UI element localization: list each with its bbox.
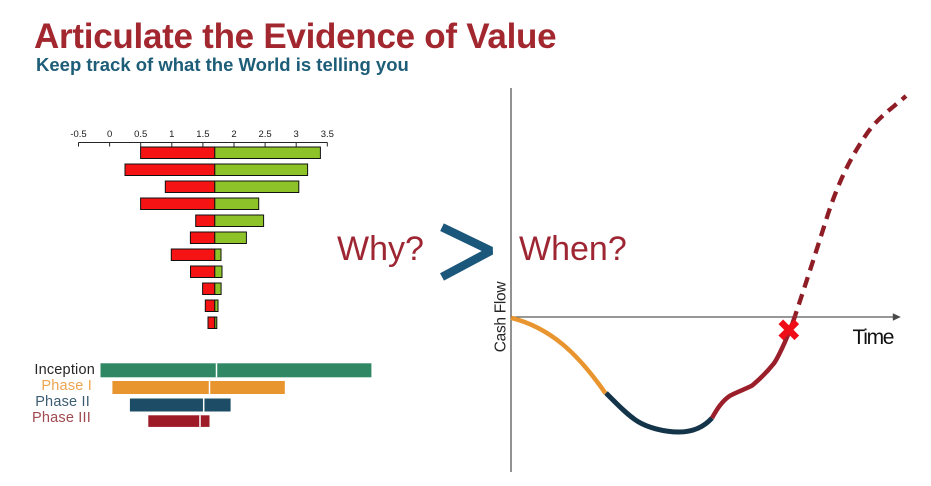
svg-text:Inception: Inception bbox=[34, 362, 95, 378]
svg-text:2.5: 2.5 bbox=[258, 129, 271, 140]
svg-text:3.5: 3.5 bbox=[321, 129, 334, 140]
svg-text:-0.5: -0.5 bbox=[70, 129, 86, 140]
svg-text:2: 2 bbox=[231, 129, 236, 140]
svg-text:0: 0 bbox=[107, 129, 112, 140]
svg-text:1: 1 bbox=[169, 129, 174, 140]
svg-text:3: 3 bbox=[294, 129, 299, 140]
svg-text:Time: Time bbox=[853, 326, 894, 349]
svg-text:Phase I: Phase I bbox=[41, 378, 92, 394]
svg-text:Phase III: Phase III bbox=[32, 410, 91, 426]
svg-text:Cash Flow: Cash Flow bbox=[493, 281, 510, 353]
svg-text:1.5: 1.5 bbox=[196, 129, 209, 140]
svg-text:0.5: 0.5 bbox=[134, 129, 147, 140]
svg-text:Phase II: Phase II bbox=[35, 394, 90, 410]
